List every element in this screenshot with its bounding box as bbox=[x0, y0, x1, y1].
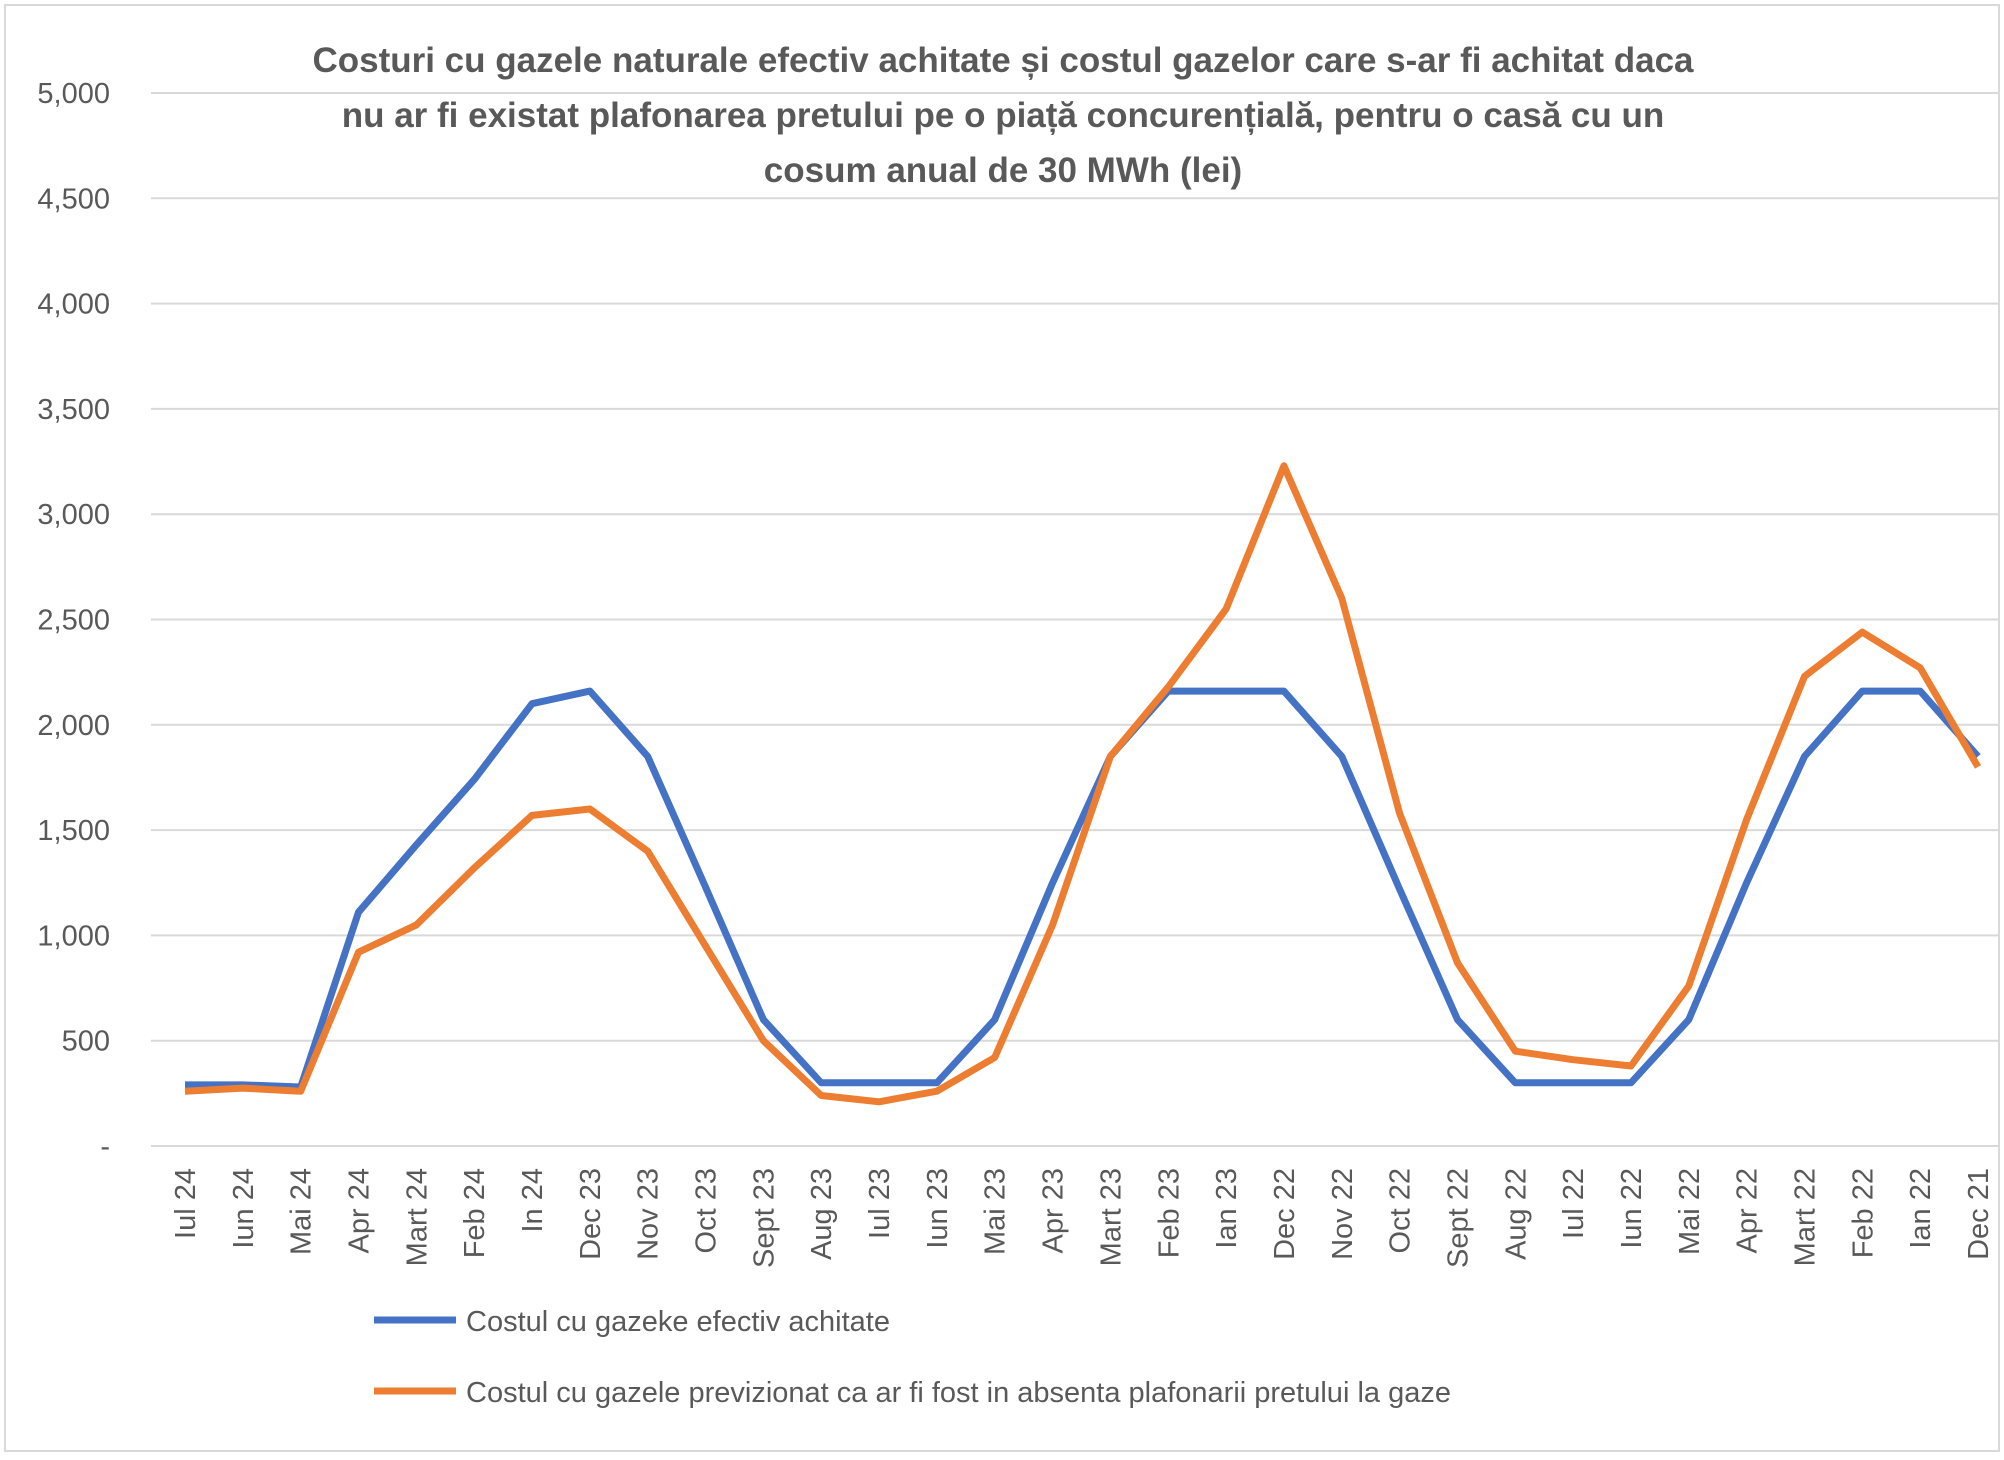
x-tick-label: Sept 23 bbox=[748, 1168, 780, 1268]
x-tick-label: Mart 22 bbox=[1789, 1168, 1821, 1266]
x-tick-label: Feb 24 bbox=[459, 1168, 491, 1258]
x-tick-label: Nov 22 bbox=[1327, 1168, 1359, 1260]
y-tick-label: - bbox=[100, 1131, 110, 1163]
x-tick-label: Aug 22 bbox=[1500, 1168, 1532, 1260]
chart-title-line-3: cosum anual de 30 MWh (lei) bbox=[764, 151, 1242, 190]
legend-label-actual-cost: Costul cu gazeke efectiv achitate bbox=[466, 1306, 890, 1338]
y-tick-label: 4,500 bbox=[37, 183, 110, 215]
y-tick-label: 4,000 bbox=[37, 289, 110, 321]
y-tick-label: 3,000 bbox=[37, 499, 110, 531]
chart-title: Costuri cu gazele naturale efectiv achit… bbox=[312, 41, 1694, 190]
y-tick-label: 2,500 bbox=[37, 605, 110, 637]
x-tick-label: Mai 22 bbox=[1674, 1168, 1706, 1255]
x-tick-label: Apr 24 bbox=[344, 1168, 376, 1253]
x-tick-label: Oct 22 bbox=[1385, 1168, 1417, 1253]
chart-frame bbox=[4, 4, 2000, 1452]
y-tick-label: 1,000 bbox=[37, 920, 110, 952]
x-tick-label: Ian 22 bbox=[1905, 1168, 1937, 1249]
series-lines bbox=[184, 462, 1982, 1106]
x-tick-label: Oct 23 bbox=[691, 1168, 723, 1253]
x-tick-label: Mai 23 bbox=[980, 1168, 1012, 1255]
legend: Costul cu gazeke efectiv achitate Costul… bbox=[374, 1306, 1451, 1409]
x-tick-label: Dec 22 bbox=[1269, 1168, 1301, 1260]
x-tick-label: Iun 23 bbox=[922, 1168, 954, 1249]
y-tick-label: 5,000 bbox=[37, 78, 110, 110]
x-tick-label: Mart 24 bbox=[401, 1168, 433, 1266]
y-axis-ticks: - 500 1,000 1,500 2,000 2,500 3,000 3,500 4,000 4… bbox=[37, 78, 110, 1163]
x-tick-label: Sept 22 bbox=[1442, 1168, 1474, 1268]
x-tick-label: Apr 23 bbox=[1038, 1168, 1070, 1253]
y-tick-label: 3,500 bbox=[37, 394, 110, 426]
x-tick-label: Dec 21 bbox=[1963, 1168, 1995, 1260]
legend-label-forecast-cost: Costul cu gazele previzionat ca ar fi fo… bbox=[466, 1377, 1451, 1409]
x-tick-label: Apr 22 bbox=[1732, 1168, 1764, 1253]
x-tick-label: Mai 24 bbox=[286, 1168, 318, 1255]
x-tick-label: Aug 23 bbox=[806, 1168, 838, 1260]
x-axis-ticks: Iul 24 Iun 24 Mai 24 Apr 24 Mart 24 Feb 24 In … bbox=[170, 1168, 1995, 1268]
x-tick-label: Iun 22 bbox=[1616, 1168, 1648, 1249]
x-tick-label: Feb 23 bbox=[1153, 1168, 1185, 1258]
x-tick-label: Feb 22 bbox=[1847, 1168, 1879, 1258]
x-tick-label: Mart 23 bbox=[1095, 1168, 1127, 1266]
gridlines bbox=[151, 92, 2000, 1147]
series-line-1 bbox=[184, 462, 1982, 1106]
chart-title-line-1: Costuri cu gazele naturale efectiv achit… bbox=[312, 41, 1694, 80]
x-tick-label: In 24 bbox=[517, 1168, 549, 1233]
x-tick-label: Iul 23 bbox=[864, 1168, 896, 1239]
y-tick-label: 2,000 bbox=[37, 710, 110, 742]
x-tick-label: Nov 23 bbox=[633, 1168, 665, 1260]
x-tick-label: Iul 24 bbox=[170, 1168, 202, 1239]
y-tick-label: 1,500 bbox=[37, 815, 110, 847]
x-tick-label: Iun 24 bbox=[228, 1168, 260, 1249]
x-tick-label: Iul 22 bbox=[1558, 1168, 1590, 1239]
series-line-0 bbox=[185, 687, 1981, 1091]
x-tick-label: Ian 23 bbox=[1211, 1168, 1243, 1249]
x-tick-label: Dec 23 bbox=[575, 1168, 607, 1260]
chart-title-line-2: nu ar fi existat plafonarea pretului pe … bbox=[342, 96, 1665, 135]
y-tick-label: 500 bbox=[62, 1026, 110, 1058]
